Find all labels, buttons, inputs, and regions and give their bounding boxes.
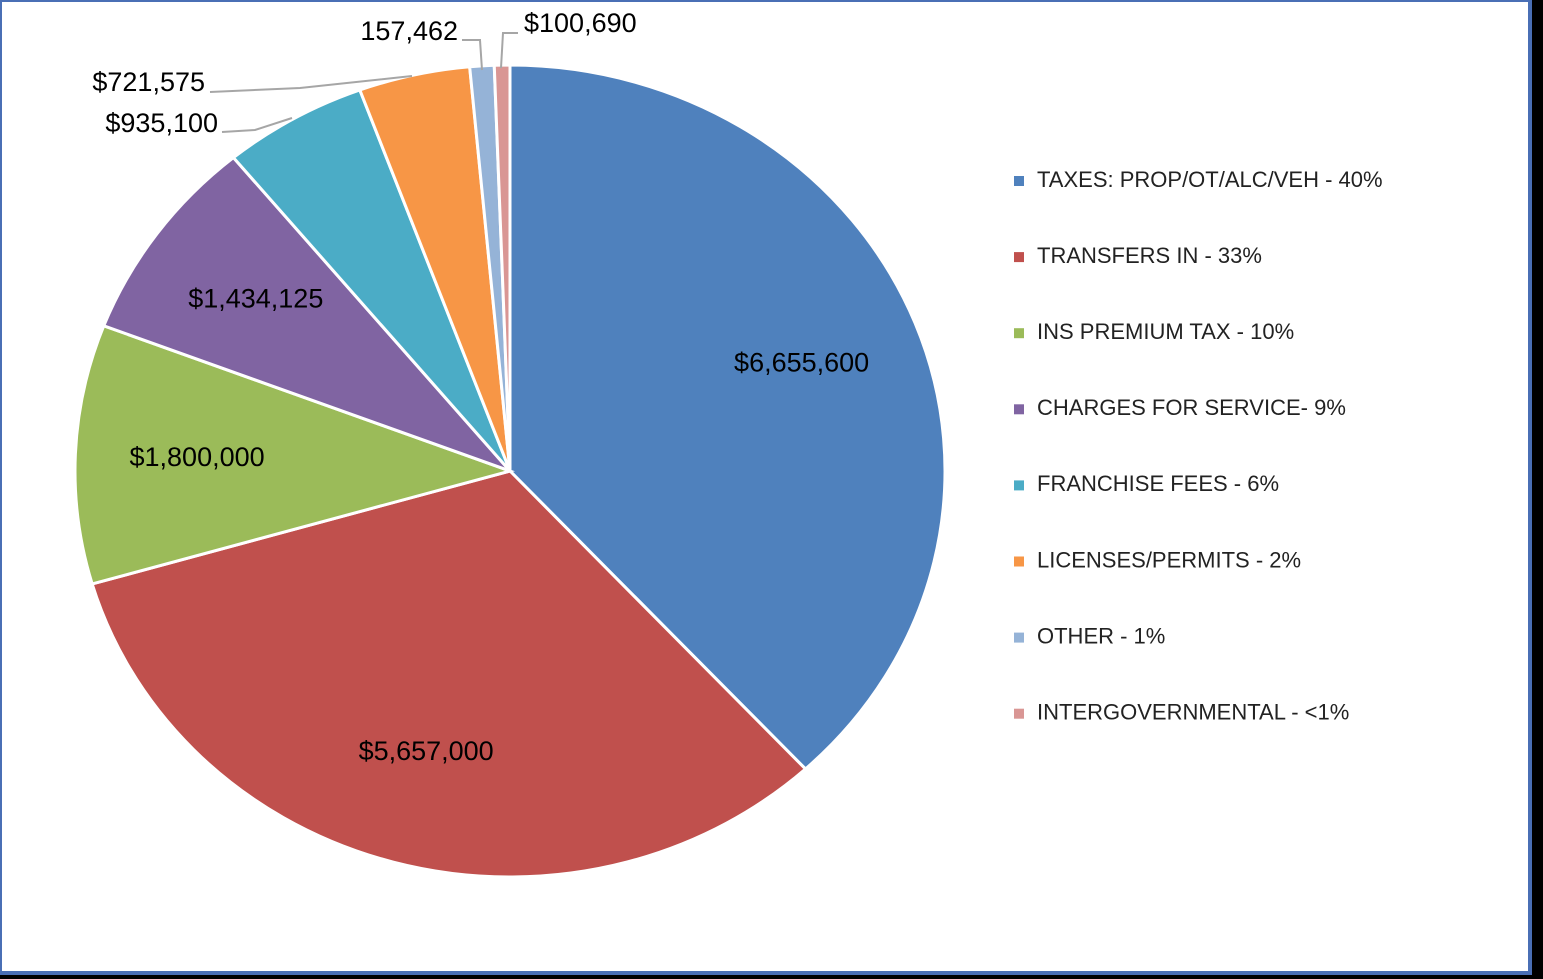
legend-swatch (1014, 252, 1024, 263)
leader-line (500, 32, 518, 69)
legend-swatch (1014, 632, 1024, 643)
pie-slice (90, 469, 808, 879)
data-label: $100,690 (524, 8, 637, 38)
data-label: $1,800,000 (130, 442, 265, 472)
legend-label: LICENSES/PERMITS - 2% (1037, 547, 1301, 572)
pie-slice (231, 88, 512, 472)
data-label: 157,462 (360, 16, 458, 46)
legend-swatch (1014, 328, 1024, 339)
legend-label: TAXES: PROP/OT/ALC/VEH - 40% (1037, 167, 1383, 192)
data-label: $721,575 (92, 67, 205, 97)
data-label: $1,434,125 (188, 283, 323, 313)
legend-label: TRANSFERS IN - 33% (1037, 243, 1262, 268)
legend-label: FRANCHISE FEES - 6% (1037, 471, 1279, 496)
data-label: $935,100 (105, 108, 218, 138)
legend-swatch (1014, 708, 1024, 719)
pie-slice (73, 323, 516, 586)
legend-swatch (1014, 556, 1024, 567)
legend-label: INTERGOVERNMENTAL - <1% (1037, 700, 1349, 725)
leader-line (462, 39, 483, 71)
legend-label: OTHER - 1% (1037, 623, 1165, 648)
leader-line (209, 75, 413, 93)
legend-label: CHARGES FOR SERVICE- 9% (1037, 395, 1346, 420)
legend-swatch (1014, 480, 1024, 491)
pie-slice (508, 63, 947, 772)
legend-swatch (1014, 176, 1024, 186)
data-label: $5,657,000 (359, 736, 494, 766)
leader-line (221, 117, 293, 133)
pie-slice (101, 155, 512, 473)
data-label: $6,655,600 (734, 348, 869, 378)
legend-label: INS PREMIUM TAX - 10% (1037, 319, 1294, 344)
legend-swatch (1014, 404, 1024, 415)
